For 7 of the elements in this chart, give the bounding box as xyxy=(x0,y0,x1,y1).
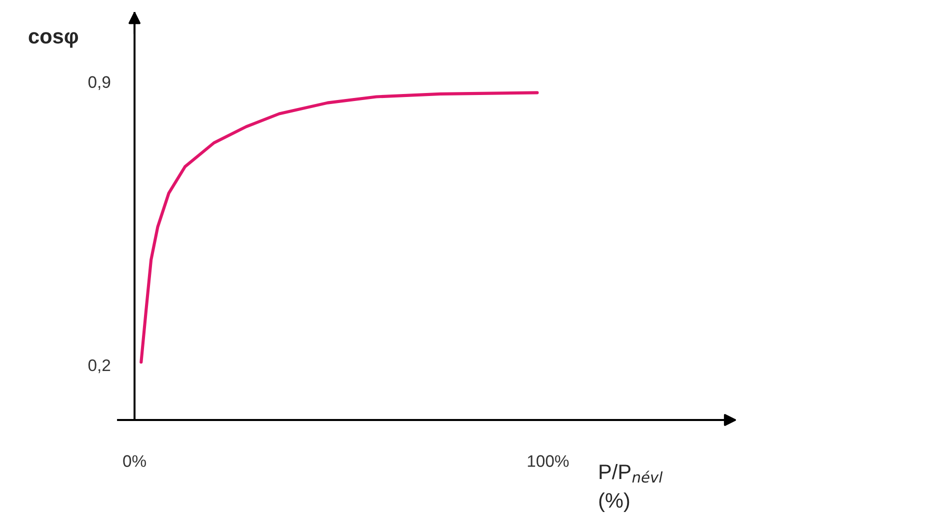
y-tick-label: 0,9 xyxy=(88,76,110,90)
x-axis-title: P/P$_{névl}$ (%) xyxy=(599,464,663,512)
y-axis-title: cosφ xyxy=(28,32,78,48)
x-tick-label: 0% xyxy=(123,455,146,467)
line-series xyxy=(140,91,539,364)
x-tick-label: 100% xyxy=(528,455,569,467)
y-tick-label: 0,2 xyxy=(88,359,110,374)
